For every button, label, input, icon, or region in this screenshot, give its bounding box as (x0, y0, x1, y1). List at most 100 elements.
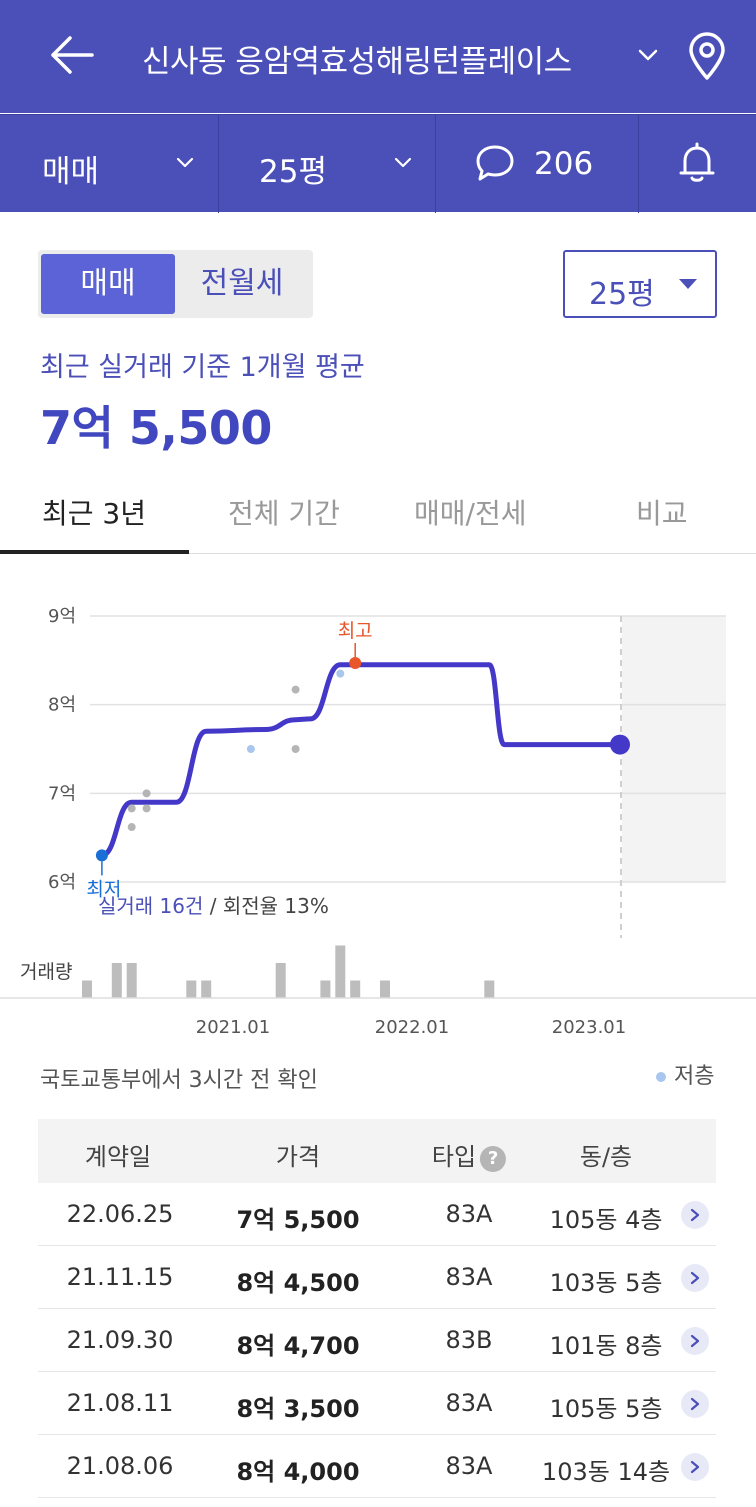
row-unit: 101동 8층 (549, 1332, 663, 1360)
row-type: 83A (445, 1389, 493, 1417)
high-label: 최고 (338, 620, 373, 642)
chevron-right-icon[interactable] (681, 1390, 709, 1418)
volume-bar (275, 963, 286, 998)
low-point[interactable] (95, 849, 108, 862)
table-row[interactable]: 21.09.30 8억 4,700 83B 101동 8층 (38, 1309, 716, 1372)
row-type: 83A (445, 1452, 493, 1480)
chevron-right-icon[interactable] (681, 1264, 709, 1292)
row-price: 7억 5,500 (236, 1206, 360, 1234)
high-point[interactable] (349, 656, 362, 669)
tab-compare[interactable]: 비교 (636, 497, 688, 530)
table-row[interactable]: 21.11.15 8억 4,500 83A 103동 5층 (38, 1246, 716, 1309)
speech-bubble-icon (476, 145, 514, 181)
back-arrow-icon[interactable] (48, 34, 94, 76)
x-tick-label: 2021.01 (196, 1017, 270, 1038)
row-price: 8억 4,500 (236, 1269, 360, 1297)
trade-point[interactable] (291, 745, 300, 753)
row-unit: 103동 5층 (549, 1269, 663, 1297)
legend-label: 저층 (674, 1064, 715, 1089)
toggle-rent[interactable]: 전월세 (200, 266, 284, 301)
x-tick-label: 2022.01 (375, 1017, 449, 1038)
chevron-down-icon (176, 157, 194, 168)
legend-dot (656, 1072, 666, 1082)
price-chart[interactable]: 9억 8억 7억 6억 거래량 2021.01 2022.01 2023.01 최저 최고 실… (0, 560, 756, 1040)
row-price: 8억 4,000 (236, 1458, 360, 1486)
row-unit: 103동 14층 (541, 1458, 671, 1486)
chevron-right-icon[interactable] (681, 1453, 709, 1481)
map-pin-icon[interactable] (686, 31, 728, 81)
volume-bar (111, 963, 122, 998)
transactions-table: 계약일 가격 타입? 동/층 22.06.25 7억 5,500 83A 105동 4… (38, 1119, 716, 1498)
trade-point[interactable] (127, 804, 136, 813)
average-caption: 최근 실거래 기준 1개월 평균 (40, 352, 365, 383)
trade-point[interactable] (142, 804, 151, 813)
chevron-right-icon[interactable] (681, 1327, 709, 1355)
table-row[interactable]: 22.06.25 7억 5,500 83A 105동 4층 (38, 1183, 716, 1246)
trade-summary: 실거래 16건 / 회전율 13% (98, 894, 329, 918)
volume-bar (484, 980, 495, 998)
y-tick-label: 7억 (48, 783, 76, 804)
comments-button[interactable]: 206 (436, 115, 638, 213)
row-type: 83B (445, 1326, 493, 1354)
current-point[interactable] (610, 734, 630, 755)
comment-count: 206 (534, 146, 594, 182)
trade-type-toggle: 매매 전월세 (38, 250, 313, 318)
table-row[interactable]: 21.08.11 8억 3,500 83A 105동 5층 (38, 1372, 716, 1435)
future-area (622, 616, 726, 882)
header-date: 계약일 (84, 1143, 152, 1171)
y-tick-label: 6억 (48, 872, 76, 893)
chevron-down-icon (394, 157, 412, 168)
volume-bar (350, 980, 361, 998)
volume-bar (380, 980, 390, 998)
volume-bar (186, 980, 197, 998)
top-app-bar: 신사동 응암역효성해링턴플레이스 (0, 0, 756, 113)
caret-down-icon (679, 279, 697, 289)
y-tick-label: 8억 (48, 695, 76, 716)
header-type[interactable]: 타입? (432, 1137, 507, 1172)
divider (638, 115, 639, 213)
price-trend-line (99, 662, 626, 858)
trade-count: 실거래 16건 (98, 894, 203, 918)
table-header: 계약일 가격 타입? 동/층 (38, 1119, 716, 1183)
active-tab-indicator (0, 550, 189, 554)
bell-icon (679, 142, 715, 182)
low-floor-trade-point[interactable] (336, 669, 345, 678)
row-date: 21.08.06 (66, 1452, 174, 1480)
table-row[interactable]: 21.08.06 8억 4,000 83A 103동 14층 (38, 1435, 716, 1498)
low-label: 최저 (86, 878, 121, 900)
tab-all-period[interactable]: 전체 기간 (228, 497, 340, 530)
volume-bar (82, 980, 92, 998)
notification-button[interactable] (639, 115, 756, 213)
size-label: 25평 (259, 154, 327, 190)
volume-bar (126, 963, 137, 998)
tab-sale-jeonse[interactable]: 매매/전세 (414, 497, 527, 530)
row-date: 21.09.30 (66, 1326, 174, 1354)
trade-point[interactable] (142, 789, 151, 798)
period-tabs: 최근 3년 전체 기간 매매/전세 비교 (0, 470, 756, 554)
trade-point[interactable] (127, 823, 136, 832)
size-select-value: 25평 (589, 277, 655, 312)
header-price: 가격 (275, 1143, 321, 1171)
legend-low-floor: 저층 (656, 1058, 714, 1090)
chevron-down-icon[interactable] (636, 43, 660, 67)
low-floor-trade-point[interactable] (246, 745, 255, 753)
header-unit: 동/층 (579, 1143, 633, 1171)
help-icon[interactable]: ? (480, 1146, 507, 1172)
turnover-rate: / 회전율 13% (203, 894, 328, 918)
volume-bar (335, 945, 346, 998)
toggle-sale[interactable]: 매매 (41, 254, 175, 314)
trade-point[interactable] (291, 685, 300, 694)
divider (218, 115, 219, 213)
row-unit: 105동 5층 (549, 1395, 663, 1423)
size-dropdown[interactable]: 25평 (219, 115, 435, 213)
complex-title[interactable]: 신사동 응암역효성해링턴플레이스 (142, 44, 572, 80)
average-price: 7억 5,500 (40, 401, 272, 455)
tab-recent-3y[interactable]: 최근 3년 (42, 497, 146, 530)
row-date: 21.08.11 (66, 1389, 174, 1417)
size-select[interactable]: 25평 (563, 250, 717, 318)
divider (435, 115, 436, 213)
x-tick-label: 2023.01 (552, 1017, 626, 1038)
row-type: 83A (445, 1200, 493, 1228)
chevron-right-icon[interactable] (681, 1201, 709, 1229)
trade-type-dropdown[interactable]: 매매 (0, 115, 218, 213)
